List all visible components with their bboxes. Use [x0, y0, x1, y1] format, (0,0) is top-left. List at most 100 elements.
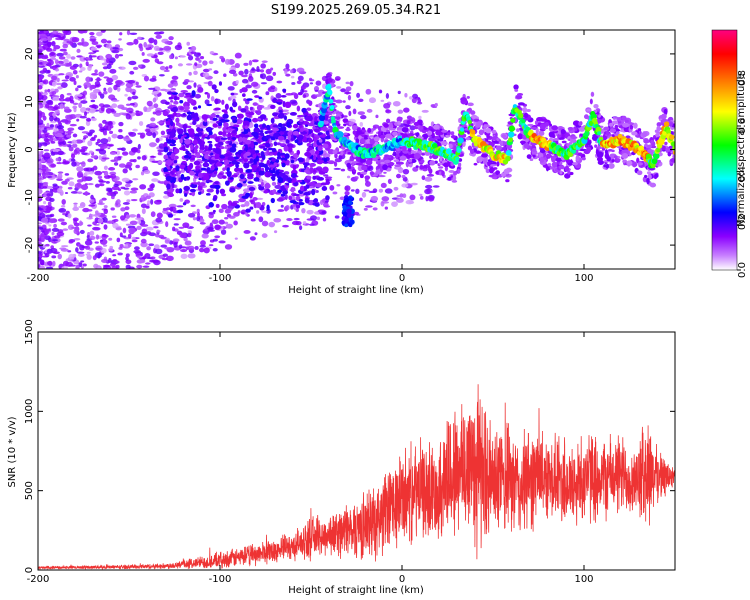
spectrogram-cell	[245, 84, 252, 89]
spectrogram-cell	[316, 159, 324, 165]
spectrogram-cell	[270, 117, 275, 124]
spectrogram-cell	[248, 60, 253, 66]
spectrogram-cell	[261, 233, 268, 238]
spectrogram-cell	[185, 63, 193, 66]
spectrogram-cell	[102, 216, 108, 223]
spectrogram-cell	[156, 121, 164, 124]
spectrogram-cell	[218, 219, 225, 225]
spectrogram-cell	[285, 73, 291, 77]
spectrogram-cell	[201, 233, 209, 239]
spectrogram-cell	[150, 117, 156, 122]
spectrogram-cell	[365, 205, 373, 208]
spectrogram-cell	[182, 222, 190, 229]
spectrogram-cell	[86, 216, 94, 220]
spectrogram-cell	[482, 159, 488, 165]
spectrogram-cell	[655, 173, 659, 178]
spectrogram-cell	[215, 203, 220, 208]
spectrogram-cell	[233, 211, 240, 217]
spectrogram-cell	[70, 153, 76, 159]
spectrogram-cell	[76, 48, 81, 54]
spectrogram-cell	[224, 244, 233, 250]
spectrogram-cell	[452, 175, 457, 181]
spectrogram-cell	[290, 159, 295, 164]
spectrogram-cell	[211, 84, 217, 90]
spectrogram-cell	[186, 85, 192, 90]
spectrogram-cell	[125, 113, 131, 120]
spectrogram-cell	[171, 106, 179, 113]
spectrogram-cell	[52, 183, 58, 187]
spectrogram-cell	[85, 167, 93, 172]
spectrogram-cell	[168, 36, 174, 41]
spectrogram-cell	[226, 171, 232, 178]
spectrogram-cell	[114, 79, 123, 86]
spectrogram-cell	[67, 213, 72, 219]
spectrogram-cell	[118, 121, 124, 127]
spectrogram-cell	[79, 115, 87, 119]
spectrogram-cell	[299, 198, 303, 202]
spectrogram-cell	[338, 154, 343, 160]
spectrogram-cell	[141, 52, 145, 56]
spectrogram-cell	[227, 86, 235, 91]
spectrogram-cell	[57, 173, 63, 180]
spectrogram-cell	[368, 97, 377, 104]
spectrogram-cell	[272, 168, 276, 174]
spectrogram-cell	[209, 159, 215, 164]
spectrogram-cell	[329, 185, 335, 191]
spectrogram-cell	[243, 62, 249, 66]
spectrogram-cell	[209, 134, 215, 139]
spectrogram-cell	[637, 162, 643, 166]
spectrogram-cell	[193, 70, 198, 75]
spectrogram-cell	[284, 194, 288, 201]
spectrogram-cell	[109, 171, 117, 175]
spectrogram-cell	[355, 188, 360, 195]
spectrogram-cell	[296, 149, 301, 155]
spectrogram-cell	[178, 92, 185, 98]
spectrogram-cell	[192, 139, 199, 146]
spectrogram-cell	[286, 159, 290, 166]
spectrogram-cell	[85, 120, 91, 127]
spectrogram-cell	[238, 198, 246, 203]
spectrogram-cell	[171, 75, 179, 81]
spectrogram-cell	[236, 114, 244, 117]
spectrogram-cell	[151, 178, 159, 182]
spectrogram-cell	[248, 186, 256, 191]
spectrogram-cell	[397, 161, 404, 165]
spectrogram-cell	[417, 97, 421, 104]
spectrogram-cell	[123, 136, 131, 142]
spectrogram-cell	[258, 96, 263, 100]
spectrogram-cell	[182, 124, 188, 130]
spectrogram-cell	[303, 191, 311, 196]
spectrogram-cell	[98, 199, 103, 205]
spectrogram-cell	[53, 47, 57, 52]
spectrogram-cell	[363, 207, 368, 211]
spectrogram-cell	[44, 252, 50, 258]
spectrogram-cell	[522, 106, 528, 114]
spectrogram-cell	[98, 149, 107, 155]
spectrogram-cell	[319, 134, 327, 138]
spectrogram-cell	[322, 125, 328, 132]
spectrogram-cell	[314, 89, 319, 92]
spectrogram-cell	[146, 100, 153, 107]
spectrogram-cell	[212, 197, 217, 202]
spectrogram-cell	[594, 144, 598, 148]
spectrogram-cell	[71, 161, 77, 167]
spectrogram-cell	[78, 205, 84, 209]
spectrogram-cell	[175, 165, 180, 172]
spectrogram-cell	[250, 218, 256, 222]
spectrogram-cell	[322, 202, 329, 207]
spectrogram-cell	[199, 244, 206, 248]
spectrogram-cell	[76, 179, 84, 183]
spectrogram-cell	[64, 119, 69, 124]
spectrogram-cell	[185, 150, 190, 155]
spectrogram-cell	[66, 134, 71, 138]
spectrogram-cell	[349, 80, 354, 87]
spectrogram-cell	[296, 179, 303, 183]
spectrogram-cell	[165, 159, 173, 166]
spectrogram-cell	[43, 154, 52, 158]
spectrogram-cell	[42, 91, 48, 96]
spectrogram-cell	[175, 117, 180, 124]
spectrogram-cell	[56, 130, 64, 134]
spectrogram-cell	[275, 93, 282, 99]
spectrogram-cell	[89, 37, 97, 42]
spectrogram-cell	[90, 55, 97, 58]
